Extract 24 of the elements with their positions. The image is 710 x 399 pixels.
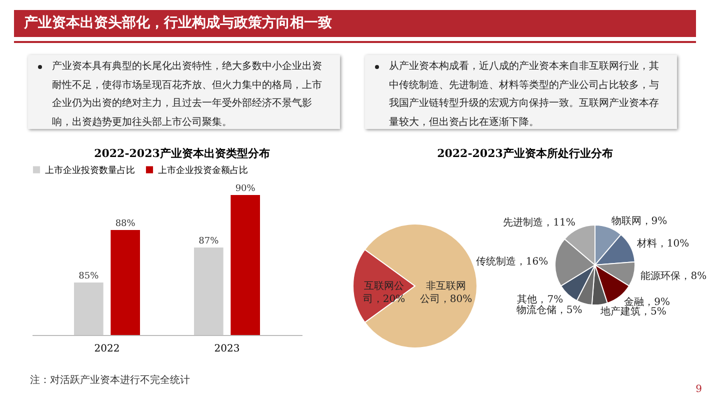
slice-label: 材料，10% — [636, 238, 690, 250]
text: 产业资本出资头部化，行业构成与政策方向相一致 — [14, 10, 696, 37]
slice-label: 地产建筑，5% — [600, 306, 666, 318]
x-tick-label: 2022 — [94, 344, 120, 354]
data-label: 88% — [115, 219, 136, 229]
slice-label: 先进制造，11% — [503, 216, 576, 228]
data-label: 85% — [78, 272, 100, 282]
x-tick-label: 2023 — [214, 344, 240, 354]
data-label: 87% — [198, 236, 220, 246]
text: 从产业资本构成看，近八成的产业资本来自非互联网行业，其中传统制造、先进制造、材料等类型的产业公司占比较多，与我国产业链转型升级的宏观方向保持一致。互联网产业资本存量较大，但出资占比在逐渐下降。 — [365, 55, 677, 129]
text: 2022-2023产业资本所处行业分布 — [436, 146, 614, 161]
text: 注：对活跃产业资本进行不完全统计 — [30, 374, 191, 387]
text: 9 — [696, 384, 702, 395]
slice-label: 能源环保，8% — [640, 270, 707, 282]
slice-label: 其他，7% — [517, 294, 564, 306]
slice-label: 物流仓储，5% — [516, 304, 582, 316]
slice-label: 传统制造，16% — [476, 255, 548, 268]
legend-label: 上市企业投资数量占比 — [45, 164, 135, 176]
data-label: 90% — [235, 184, 256, 194]
slice-label: 物联网，9% — [611, 214, 668, 227]
slice-label: 非互联网公司，80% — [420, 280, 472, 305]
legend-label: 上市企业投资金额占比 — [158, 164, 248, 176]
text: 产业资本具有典型的长尾化出资特性，绝大多数中小企业出资耐性不足，使得市场呈现百花齐放、但火力集中的格局，上市企业仍为出资的绝对主力，且过去一年受外部经济不景气影响，出资趋势更加往头部上市公司聚集。 — [28, 55, 340, 129]
chart-title: 2022-2023产业资本出资类型分布 — [93, 146, 271, 161]
